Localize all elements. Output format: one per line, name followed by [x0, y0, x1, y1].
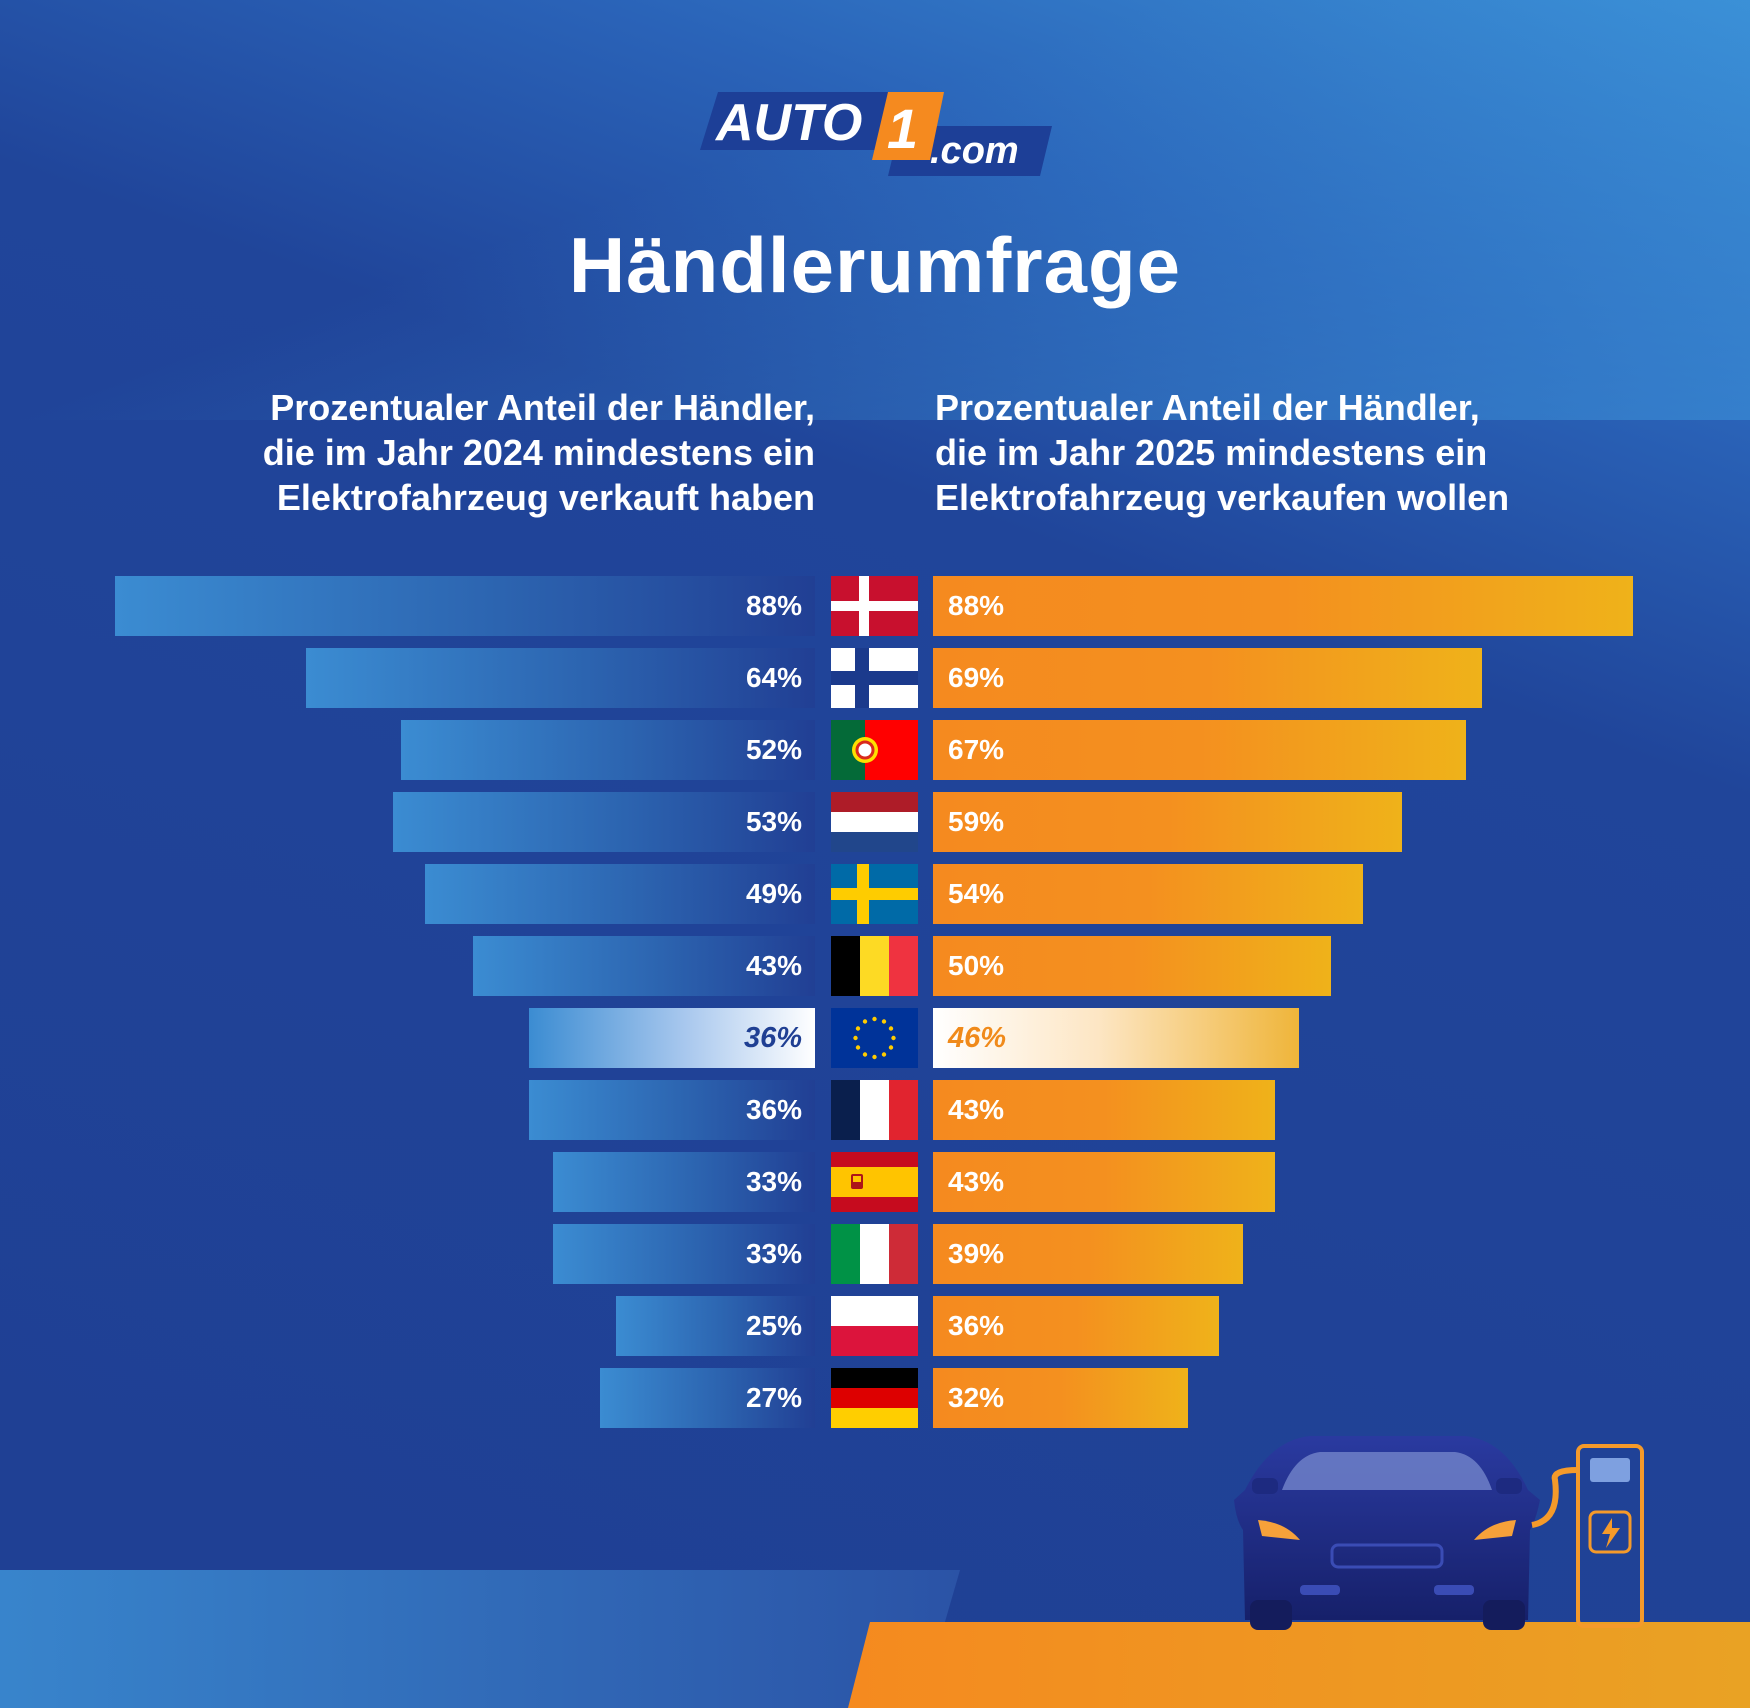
flag-poland-icon — [831, 1296, 918, 1356]
subtitle-2024-line1: Prozentualer Anteil der Händler, — [270, 387, 815, 428]
flag-spain-icon — [831, 1152, 918, 1212]
label-2024-portugal: 52% — [745, 734, 802, 765]
bar-2025-germany — [933, 1368, 1188, 1428]
chart-row-netherlands: 53% 59% — [0, 792, 1750, 852]
label-2024-sweden: 49% — [745, 878, 802, 909]
label-2024-poland: 25% — [745, 1310, 802, 1341]
label-2024-belgium: 43% — [745, 950, 802, 981]
bar-2025-poland — [933, 1296, 1220, 1356]
flag-france-icon — [831, 1080, 918, 1140]
bar-2024-spain — [552, 1152, 815, 1212]
label-2025-sweden: 54% — [948, 878, 1005, 909]
label-2025-poland: 36% — [948, 1310, 1005, 1341]
logo-number: 1 — [887, 97, 918, 160]
flag-sweden-icon — [831, 864, 918, 924]
label-2025-netherlands: 59% — [948, 806, 1005, 837]
bar-2025-denmark — [933, 576, 1633, 636]
page-title: Händlerumfrage — [568, 221, 1182, 309]
label-2025-italy: 39% — [948, 1238, 1005, 1269]
subtitle-2025-line2: die im Jahr 2025 mindestens ein — [935, 432, 1488, 473]
label-2024-germany: 27% — [745, 1382, 802, 1413]
flag-germany-icon — [831, 1368, 918, 1428]
logo-text: AUTO — [714, 94, 862, 152]
bar-2025-sweden — [933, 864, 1363, 924]
chart-row-finland: 64% 69% — [0, 648, 1750, 708]
flag-italy-icon — [831, 1224, 918, 1284]
label-2024-france: 36% — [745, 1094, 802, 1125]
label-2024-spain: 33% — [745, 1166, 802, 1197]
subtitle-2024-line2: die im Jahr 2024 mindestens ein — [262, 432, 815, 473]
bar-2024-france — [528, 1080, 815, 1140]
bar-2025-france — [933, 1080, 1276, 1140]
subtitle-2024: Prozentualer Anteil der Händler, die im … — [115, 385, 815, 520]
flag-portugal-icon — [831, 720, 918, 780]
logo-suffix: .com — [930, 130, 1019, 172]
bar-2024-sweden — [425, 864, 815, 924]
chart-row-poland: 25% 36% — [0, 1296, 1750, 1356]
flag-eu-icon — [831, 1008, 918, 1068]
label-2025-belgium: 50% — [948, 950, 1005, 981]
chart-row-eu: 36% 46% — [0, 1008, 1750, 1068]
chart-row-denmark: 88% 88% — [0, 576, 1750, 636]
bar-2025-finland — [933, 648, 1482, 708]
bar-2024-belgium — [472, 936, 815, 996]
bar-2025-italy — [933, 1224, 1244, 1284]
label-2024-eu: 36% — [743, 1022, 802, 1054]
bar-2025-netherlands — [933, 792, 1403, 852]
label-2025-denmark: 88% — [948, 590, 1005, 621]
bar-2024-netherlands — [393, 792, 815, 852]
bar-2024-poland — [616, 1296, 815, 1356]
flag-netherlands-icon — [831, 792, 918, 852]
chart-row-portugal: 52% 67% — [0, 720, 1750, 780]
subtitle-2025: Prozentualer Anteil der Händler, die im … — [935, 385, 1655, 520]
background-highlight — [0, 0, 1750, 420]
label-2025-spain: 43% — [948, 1166, 1005, 1197]
chart-row-spain: 33% 43% — [0, 1152, 1750, 1212]
subtitle-2024-line3: Elektrofahrzeug verkauft haben — [276, 477, 815, 518]
label-2024-finland: 64% — [745, 662, 802, 693]
bar-2025-belgium — [933, 936, 1331, 996]
bar-2025-portugal — [933, 720, 1466, 780]
flag-finland-icon — [831, 648, 918, 708]
bar-2025-spain — [933, 1152, 1276, 1212]
label-2025-eu: 46% — [948, 1022, 1007, 1054]
auto1-logo: AUTO 1 .com — [700, 92, 1052, 176]
bar-2024-italy — [552, 1224, 815, 1284]
chart-row-sweden: 49% 54% — [0, 864, 1750, 924]
label-2025-germany: 32% — [948, 1382, 1005, 1413]
bar-2024-denmark — [115, 576, 815, 636]
label-2024-italy: 33% — [745, 1238, 802, 1269]
label-2024-netherlands: 53% — [745, 806, 802, 837]
subtitle-2025-line1: Prozentualer Anteil der Händler, — [935, 387, 1480, 428]
flag-belgium-icon — [831, 936, 918, 996]
flag-denmark-icon — [831, 576, 918, 636]
bar-2024-germany — [600, 1368, 815, 1428]
subtitle-2025-line3: Elektrofahrzeug verkaufen wollen — [935, 477, 1510, 518]
chart-row-belgium: 43% 50% — [0, 936, 1750, 996]
bar-2025-eu — [933, 1008, 1299, 1068]
chart-row-france: 36% 43% — [0, 1080, 1750, 1140]
label-2025-france: 43% — [948, 1094, 1005, 1125]
bar-2024-finland — [305, 648, 815, 708]
chart-row-germany: 27% 32% — [0, 1368, 1750, 1428]
label-2024-denmark: 88% — [745, 590, 802, 621]
bar-2024-portugal — [401, 720, 815, 780]
label-2025-finland: 69% — [948, 662, 1005, 693]
chart-row-italy: 33% 39% — [0, 1224, 1750, 1284]
bar-2024-eu — [528, 1008, 815, 1068]
label-2025-portugal: 67% — [948, 734, 1005, 765]
